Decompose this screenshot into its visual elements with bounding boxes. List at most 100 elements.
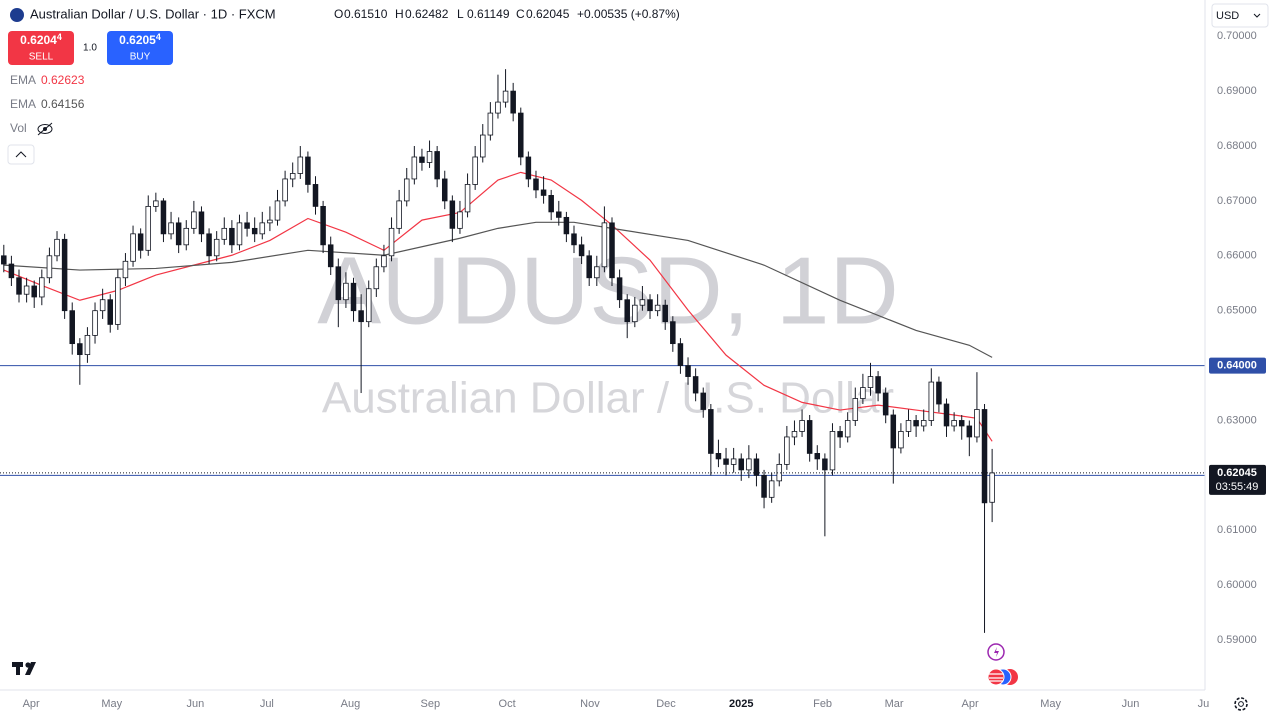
currency-label[interactable]: USD xyxy=(1216,10,1239,22)
candle-body xyxy=(115,277,121,325)
candle-body xyxy=(882,392,889,416)
candle-body xyxy=(145,205,152,251)
candle-body xyxy=(472,156,478,185)
candle-body xyxy=(852,398,859,421)
candle-body xyxy=(616,277,623,301)
candle-body xyxy=(761,474,767,498)
candle-body xyxy=(16,277,22,295)
collapse-icon xyxy=(15,151,27,158)
candle-body xyxy=(624,299,630,323)
axes: 0.70000 0.69000 0.68000 0.67000 0.66000 0.650… xyxy=(23,30,1266,710)
ohlc-value: 0.61510 xyxy=(344,7,388,21)
watermark: AUDUSD, 1D Australian Dollar / U.S. Doll… xyxy=(317,237,898,422)
y-tick-label: 0.66000 xyxy=(1217,250,1257,262)
candle-body xyxy=(518,112,524,158)
quantity[interactable]: 1.0 xyxy=(83,43,97,54)
symbol-icon[interactable] xyxy=(10,8,24,22)
candle-body xyxy=(312,184,319,207)
candle-body xyxy=(267,219,273,224)
candle-body xyxy=(487,112,494,136)
candle-body xyxy=(441,178,448,202)
x-tick-label: Jul xyxy=(260,698,274,710)
candle-body xyxy=(343,282,349,301)
candle-body xyxy=(913,420,919,427)
candle-body xyxy=(31,285,37,298)
candle-body xyxy=(61,238,68,312)
candle-body xyxy=(381,255,387,268)
candle-body xyxy=(609,222,615,279)
candle-body xyxy=(586,255,592,279)
candle-body xyxy=(335,266,342,301)
candle-body xyxy=(563,216,570,235)
candle-body xyxy=(730,458,737,465)
y-tick-label: 0.70000 xyxy=(1217,30,1257,42)
sell-button[interactable] xyxy=(8,31,74,65)
x-tick-label: May xyxy=(1040,698,1061,710)
candle-body xyxy=(540,189,547,196)
ohlc-value: 0.61149 xyxy=(467,7,510,21)
x-tick-label: Dec xyxy=(656,698,676,710)
candle-body xyxy=(700,392,706,410)
candle-body xyxy=(928,381,935,421)
buy-price-pip: 4 xyxy=(156,32,161,42)
legend-name: EMA xyxy=(10,73,36,87)
vol-label[interactable]: Vol xyxy=(10,121,27,135)
x-tick-label: Apr xyxy=(23,698,40,710)
tradingview-logo[interactable] xyxy=(12,662,36,675)
event-icons[interactable] xyxy=(987,643,1018,686)
candle-body xyxy=(411,156,418,180)
candle-body xyxy=(905,420,912,432)
last-price-box xyxy=(1209,464,1266,495)
candle-body xyxy=(875,376,881,394)
candle-body xyxy=(137,233,144,251)
candle-body xyxy=(571,233,577,246)
candle-body xyxy=(670,321,676,345)
currency-select[interactable] xyxy=(1211,3,1269,28)
candle-body xyxy=(601,222,608,268)
x-tick-label: Jun xyxy=(187,698,205,710)
x-tick-label: 2025 xyxy=(729,698,753,710)
candle-body xyxy=(122,260,129,279)
indicator-legend: EMA 0.62623 EMA 0.64156 xyxy=(10,73,85,111)
y-tick-label: 0.65000 xyxy=(1217,305,1257,317)
symbol-title[interactable]: Australian Dollar / U.S. Dollar · 1D · F… xyxy=(30,6,276,21)
buy-label[interactable]: BUY xyxy=(130,52,151,63)
buy-button[interactable] xyxy=(107,31,173,65)
buy-price-main: 0.6205 xyxy=(119,33,156,47)
candle-body xyxy=(654,304,661,312)
ohlc-legend: O 0.61510 H 0.62482 L 0.61149 C 0.62045 xyxy=(334,7,570,21)
sell-price[interactable]: 0.62044 xyxy=(20,32,62,47)
ohlc-key: O xyxy=(334,7,343,21)
sell-price-main: 0.6204 xyxy=(20,33,57,47)
candle-body xyxy=(244,222,250,229)
y-tick-label: 0.60000 xyxy=(1217,579,1257,591)
candle-body xyxy=(358,310,364,323)
candle-body xyxy=(464,184,471,213)
ema-line xyxy=(3,221,993,358)
sell-label[interactable]: SELL xyxy=(29,52,54,63)
collapse-button[interactable] xyxy=(7,144,35,165)
candle-body xyxy=(662,304,668,323)
candle-body xyxy=(723,458,729,465)
settings-icon[interactable] xyxy=(1234,697,1248,711)
plot-area xyxy=(0,69,1205,633)
candle-body xyxy=(746,458,752,471)
y-tick-label: 0.61000 xyxy=(1217,524,1257,536)
candle-body xyxy=(920,420,927,427)
candle-body xyxy=(23,285,30,295)
candle-body xyxy=(449,200,456,229)
candle-body xyxy=(837,431,843,438)
candle-body xyxy=(822,458,828,471)
hidden-eye-icon[interactable] xyxy=(37,122,53,136)
hline-price-box xyxy=(1209,357,1266,374)
candle-body xyxy=(305,156,311,185)
candle-body xyxy=(403,178,410,202)
candle-body xyxy=(495,101,501,114)
candle-body xyxy=(8,263,15,279)
buy-price[interactable]: 0.62054 xyxy=(119,32,161,47)
legend-value: 0.64156 xyxy=(41,97,85,111)
x-tick-label: Feb xyxy=(813,698,832,710)
candle-body xyxy=(107,299,113,325)
